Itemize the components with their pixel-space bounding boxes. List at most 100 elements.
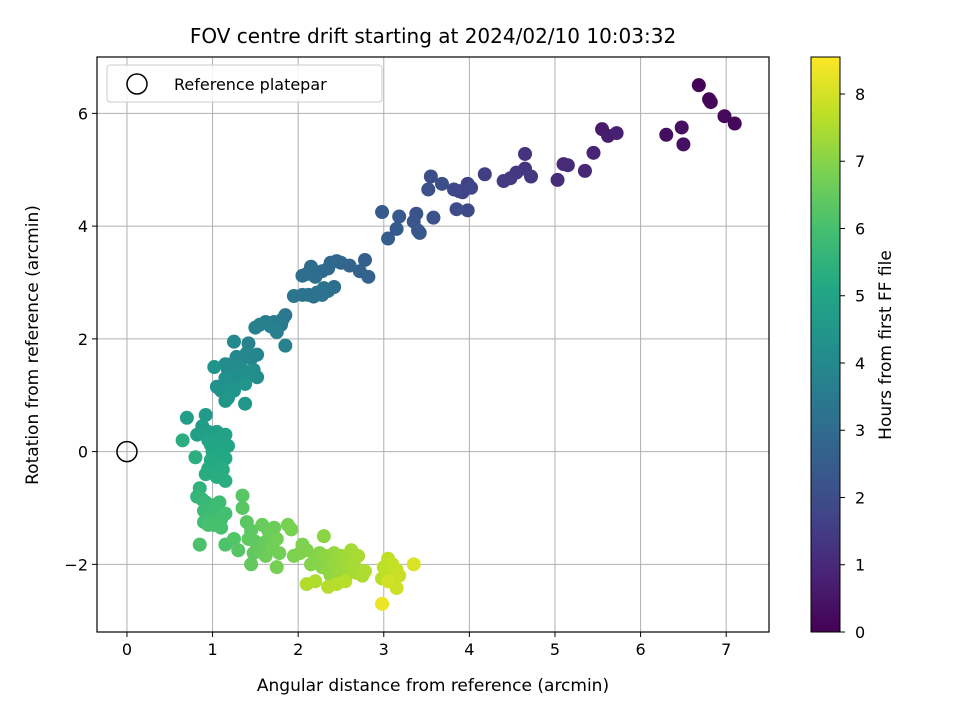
data-point <box>220 438 235 453</box>
data-point <box>192 537 207 552</box>
colorbar-tick-label: 4 <box>855 354 865 373</box>
data-point <box>295 268 310 283</box>
data-point <box>218 393 233 408</box>
data-point <box>609 126 624 141</box>
data-point <box>676 137 691 152</box>
x-tick-label: 7 <box>721 640 731 659</box>
grid <box>97 57 769 632</box>
data-point <box>212 495 227 510</box>
data-point <box>577 163 592 178</box>
data-point <box>375 596 390 611</box>
data-point <box>446 182 461 197</box>
data-point <box>238 396 253 411</box>
data-point <box>464 180 479 195</box>
colorbar-ticks: 0 1 2 3 4 5 6 7 8 <box>840 85 865 642</box>
x-tick-label: 6 <box>635 640 645 659</box>
data-point <box>235 488 250 503</box>
data-point <box>352 264 367 279</box>
data-point <box>252 317 267 332</box>
data-point <box>226 531 241 546</box>
data-point <box>218 357 233 372</box>
data-point <box>299 577 314 592</box>
data-point <box>214 520 229 535</box>
data-point <box>381 574 396 589</box>
data-point <box>231 543 246 558</box>
x-tick-label: 1 <box>207 640 217 659</box>
colorbar-tick-label: 6 <box>855 219 865 238</box>
data-point <box>316 529 331 544</box>
colorbar-tick-label: 5 <box>855 287 865 306</box>
data-point <box>423 169 438 184</box>
data-point <box>392 568 407 583</box>
data-point <box>226 334 241 349</box>
data-point <box>406 557 421 572</box>
data-point <box>434 176 449 191</box>
data-point <box>218 506 233 521</box>
data-point <box>218 473 233 488</box>
x-axis-ticks: 0 1 2 3 4 5 6 7 <box>122 632 731 659</box>
data-point <box>518 146 533 161</box>
data-point <box>375 205 390 220</box>
data-point <box>449 202 464 217</box>
legend-marker-icon <box>126 73 148 95</box>
data-point <box>421 182 436 197</box>
data-point <box>727 116 742 131</box>
data-point <box>244 557 259 572</box>
data-point <box>207 360 222 375</box>
colorbar-gradient <box>810 56 841 633</box>
data-point <box>524 169 539 184</box>
data-point <box>269 560 284 575</box>
y-axis-label: Rotation from reference (arcmin) <box>23 205 43 485</box>
plot-frame <box>96 56 770 633</box>
data-point <box>496 174 511 189</box>
colorbar-tick-label: 7 <box>855 152 865 171</box>
data-point <box>188 450 203 465</box>
y-tick-label: 6 <box>78 104 88 123</box>
data-point <box>284 522 299 537</box>
data-point <box>703 95 718 110</box>
data-point <box>190 427 205 442</box>
y-tick-label: 2 <box>78 330 88 349</box>
data-points <box>175 78 742 611</box>
x-tick-label: 5 <box>550 640 560 659</box>
data-point <box>201 517 216 532</box>
data-point <box>175 433 190 448</box>
reference-platepar-marker <box>116 440 138 463</box>
data-point <box>586 145 601 160</box>
data-point <box>550 172 565 187</box>
legend-box <box>106 64 383 103</box>
data-point <box>351 548 366 563</box>
data-point <box>269 531 284 546</box>
colorbar-tick-label: 2 <box>855 488 865 507</box>
colorbar-tick-label: 1 <box>855 556 865 575</box>
colorbar: 0 1 2 3 4 5 6 7 8 Hours from first FF file <box>810 56 896 642</box>
data-point <box>659 127 674 142</box>
y-tick-label: 4 <box>78 217 88 236</box>
data-point <box>411 223 426 238</box>
x-tick-label: 3 <box>379 640 389 659</box>
x-tick-label: 0 <box>122 640 132 659</box>
data-point <box>674 120 689 135</box>
x-tick-label: 2 <box>293 640 303 659</box>
legend: Reference platepar <box>106 64 383 103</box>
data-point <box>278 338 293 353</box>
colorbar-tick-label: 0 <box>855 623 865 642</box>
data-point <box>477 167 492 182</box>
data-point <box>381 231 396 246</box>
legend-entry-label: Reference platepar <box>174 75 327 94</box>
data-point <box>235 500 250 515</box>
data-point <box>306 289 321 304</box>
data-point <box>717 109 732 124</box>
chart-title: FOV centre drift starting at 2024/02/10 … <box>190 24 676 48</box>
y-tick-label: 0 <box>78 443 88 462</box>
data-point <box>198 467 213 482</box>
data-point <box>357 564 372 579</box>
data-point <box>269 325 284 340</box>
data-point <box>272 546 287 561</box>
data-point <box>392 209 407 224</box>
data-point <box>338 574 353 589</box>
data-point <box>198 407 213 422</box>
data-point <box>299 543 314 558</box>
